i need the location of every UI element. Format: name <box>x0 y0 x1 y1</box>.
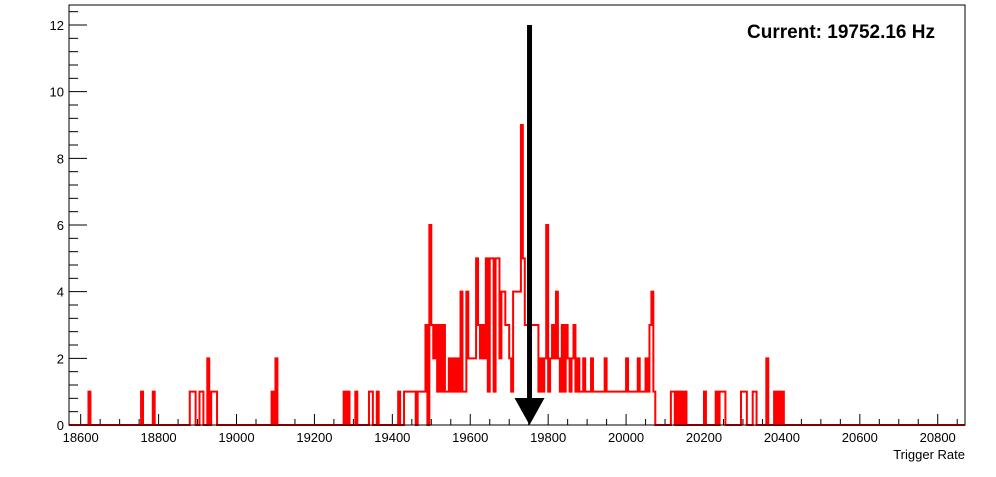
y-tick-label: 8 <box>57 151 64 166</box>
y-tick-label: 10 <box>50 85 64 100</box>
x-tick-label: 20000 <box>608 430 644 445</box>
current-rate-label: Current: 19752.16 Hz <box>747 22 935 43</box>
y-tick-label: 12 <box>50 18 64 33</box>
x-tick-label: 18800 <box>141 430 177 445</box>
y-tick-label: 4 <box>57 285 64 300</box>
x-tick-label: 20800 <box>920 430 956 445</box>
x-tick-label: 19200 <box>296 430 332 445</box>
x-tick-label: 19400 <box>374 430 410 445</box>
x-tick-label: 20600 <box>842 430 878 445</box>
plot-frame <box>68 4 966 426</box>
x-tick-label: 18600 <box>63 430 99 445</box>
x-tick-label: 19800 <box>530 430 566 445</box>
y-tick-label: 0 <box>57 418 64 433</box>
x-axis-label: Trigger Rate <box>893 447 965 462</box>
x-tick-label: 20200 <box>686 430 722 445</box>
x-axis-ticks: 18600 18800 19000 19200 19400 19600 19800 20000… <box>63 414 958 445</box>
x-tick-label: 19600 <box>452 430 488 445</box>
current-rate-marker <box>514 25 545 425</box>
x-tick-label: 19000 <box>218 430 254 445</box>
arrow-head <box>514 398 545 425</box>
y-tick-label: 2 <box>57 351 64 366</box>
y-axis-ticks: 0 2 4 6 8 10 12 <box>50 11 87 433</box>
y-tick-label: 6 <box>57 218 64 233</box>
x-tick-label: 20400 <box>764 430 800 445</box>
